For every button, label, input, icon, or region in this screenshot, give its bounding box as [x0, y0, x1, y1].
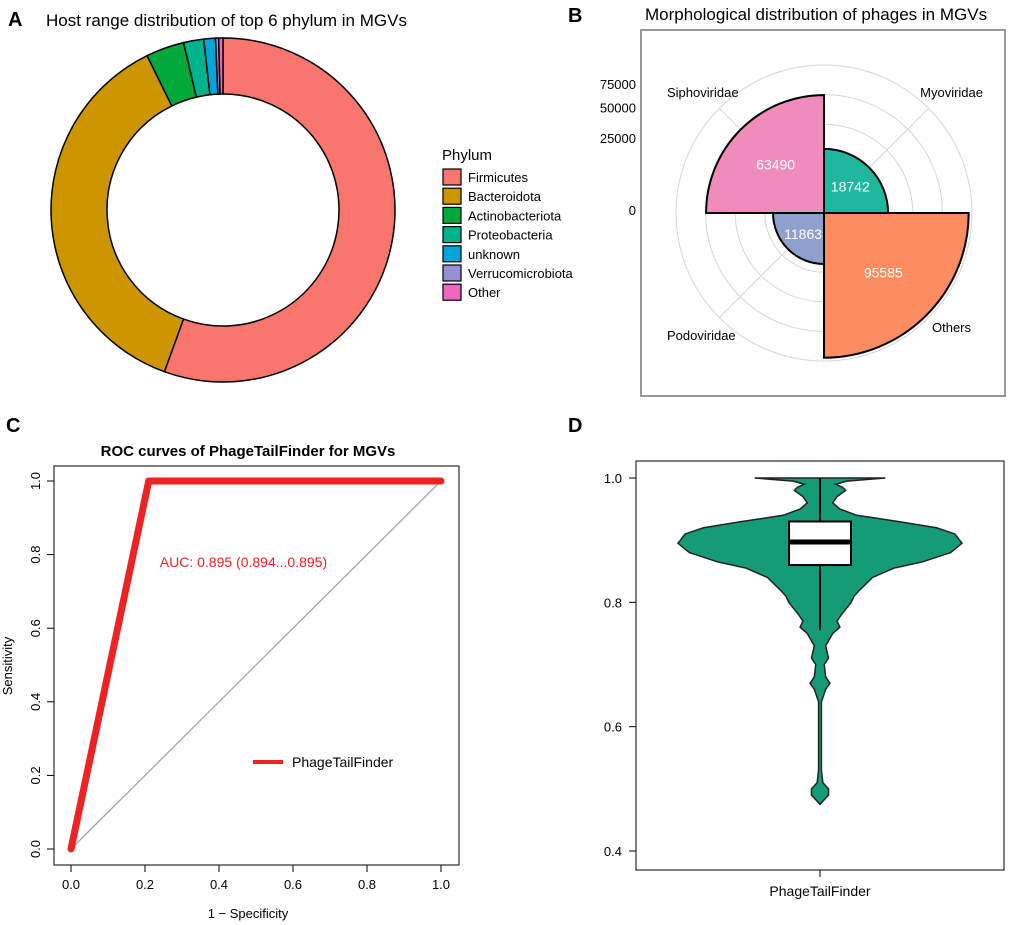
polar-category-myoviridae: Myoviridae [920, 85, 983, 100]
polar-value-label-podoviridae: 11863 [784, 226, 822, 242]
polar-bar-myoviridae [823, 147, 890, 214]
legend-swatch-bacteroidota [442, 187, 462, 205]
violin-ytick-label: 0.4 [604, 844, 622, 859]
roc-lines [67, 477, 445, 853]
roc-axes: 0.0 0.2 0.4 0.6 0.8 1.0 0.0 0.2 0.4 0.6 0.8 1.0 [28, 472, 450, 892]
polar-value-label-siphoviridae: 63490 [756, 157, 795, 173]
roc-legend-label: PhageTailFinder [292, 754, 394, 770]
panel-a: A Host range distribution of top 6 phylu… [8, 9, 574, 383]
legend-label-proteobacteria: Proteobacteria [468, 228, 553, 243]
roc-ylabel: Sensitivity [0, 636, 15, 695]
donut-slice-bacteroidota [50, 54, 185, 373]
panel-a-letter: A [8, 9, 22, 31]
legend-label-unknown: unknown [468, 247, 520, 262]
panel-a-title: Host range distribution of top 6 phylum … [46, 11, 407, 30]
polar-radial-tick: 75000 [600, 77, 636, 92]
roc-xtick-label: 0.4 [210, 877, 228, 892]
polar-radial-ticks: 75000 50000 25000 0 [600, 77, 636, 218]
roc-xtick-label: 1.0 [432, 877, 450, 892]
panel-d-letter: D [568, 415, 582, 437]
polar-bar-podoviridae [772, 212, 825, 265]
legend-swatch-firmicutes [442, 168, 462, 186]
polar-grid-ring [675, 64, 973, 362]
panel-c-letter: C [6, 415, 20, 437]
donut-slice-firmicutes [163, 37, 396, 383]
violin-ytick-label: 0.6 [604, 720, 622, 735]
roc-ytick-label: 0.6 [28, 619, 43, 637]
legend-swatch-proteobacteria [442, 226, 462, 244]
roc-xtick-label: 0.6 [284, 877, 302, 892]
roc-ytick-label: 0.0 [28, 840, 43, 858]
polar-radial-tick: 50000 [600, 100, 636, 115]
legend-title: Phylum [442, 147, 492, 164]
violin-boxplot [788, 478, 852, 631]
roc-xlabel: 1 − Specificity [208, 906, 289, 921]
legend-swatch-verrucomicrobiota [442, 264, 462, 282]
donut-chart [50, 37, 396, 383]
legend-label-other: Other [468, 285, 501, 300]
polar-panel-border [640, 29, 1006, 397]
polar-radial-tick: 25000 [600, 131, 636, 146]
polar-category-others: Others [932, 320, 972, 335]
roc-xtick-label: 0.2 [136, 877, 154, 892]
violin-ytick-label: 1.0 [604, 471, 622, 486]
donut-slice-other [217, 37, 224, 95]
roc-xtick-label: 0.0 [62, 877, 80, 892]
legend-swatch-other [442, 283, 462, 301]
polar-category-podoviridae: Podoviridae [667, 328, 736, 343]
roc-title: ROC curves of PhageTailFinder for MGVs [101, 443, 396, 460]
polar-bars: 18742 63490 11863 95585 [705, 94, 970, 359]
panel-b-letter: B [568, 5, 582, 27]
polar-value-label-others: 95585 [864, 264, 903, 280]
legend-swatch-actinobacteriota [442, 206, 462, 224]
polar-radial-tick: 0 [629, 203, 636, 218]
roc-ytick-label: 0.4 [28, 693, 43, 711]
panel-c: C ROC curves of PhageTailFinder for MGVs… [0, 415, 460, 921]
roc-auc-annotation: AUC: 0.895 (0.894...0.895) [160, 554, 327, 570]
polar-value-label-myoviridae: 18742 [831, 179, 870, 195]
donut-legend: Firmicutes Bacteroidota Actinobacteriota Pr… [442, 168, 574, 301]
panel-b-title: Morphological distribution of phages in … [645, 5, 987, 24]
roc-ytick-label: 0.8 [28, 546, 43, 564]
violin-category-label: PhageTailFinder [769, 883, 871, 899]
roc-plot-frame [53, 465, 460, 866]
roc-ytick-label: 0.2 [28, 766, 43, 784]
legend-label-firmicutes: Firmicutes [468, 170, 528, 185]
roc-ytick-label: 1.0 [28, 472, 43, 490]
roc-reference-line [70, 480, 442, 850]
violin-axes: 0.4 0.6 0.8 1.0 [604, 471, 636, 859]
legend-label-verrucomicrobiota: Verrucomicrobiota [468, 266, 574, 281]
polar-category-siphoviridae: Siphoviridae [667, 85, 739, 100]
polar-category-labels: Myoviridae Siphoviridae Podoviridae Others [667, 85, 983, 343]
legend-label-bacteroidota: Bacteroidota [468, 189, 542, 204]
roc-curve-phagetailfinder [67, 477, 445, 853]
panel-b: B Morphological distribution of phages i… [568, 5, 1006, 397]
polar-bar-siphoviridae [705, 94, 825, 214]
panel-d: D 0.4 0.6 0.8 1.0 PhageTailFinder [568, 415, 1005, 899]
polar-bar-others [823, 212, 970, 359]
roc-xtick-label: 0.8 [358, 877, 376, 892]
legend-swatch-unknown [442, 245, 462, 263]
violin-ytick-label: 0.8 [604, 595, 622, 610]
legend-label-actinobacteriota: Actinobacteriota [468, 208, 562, 223]
